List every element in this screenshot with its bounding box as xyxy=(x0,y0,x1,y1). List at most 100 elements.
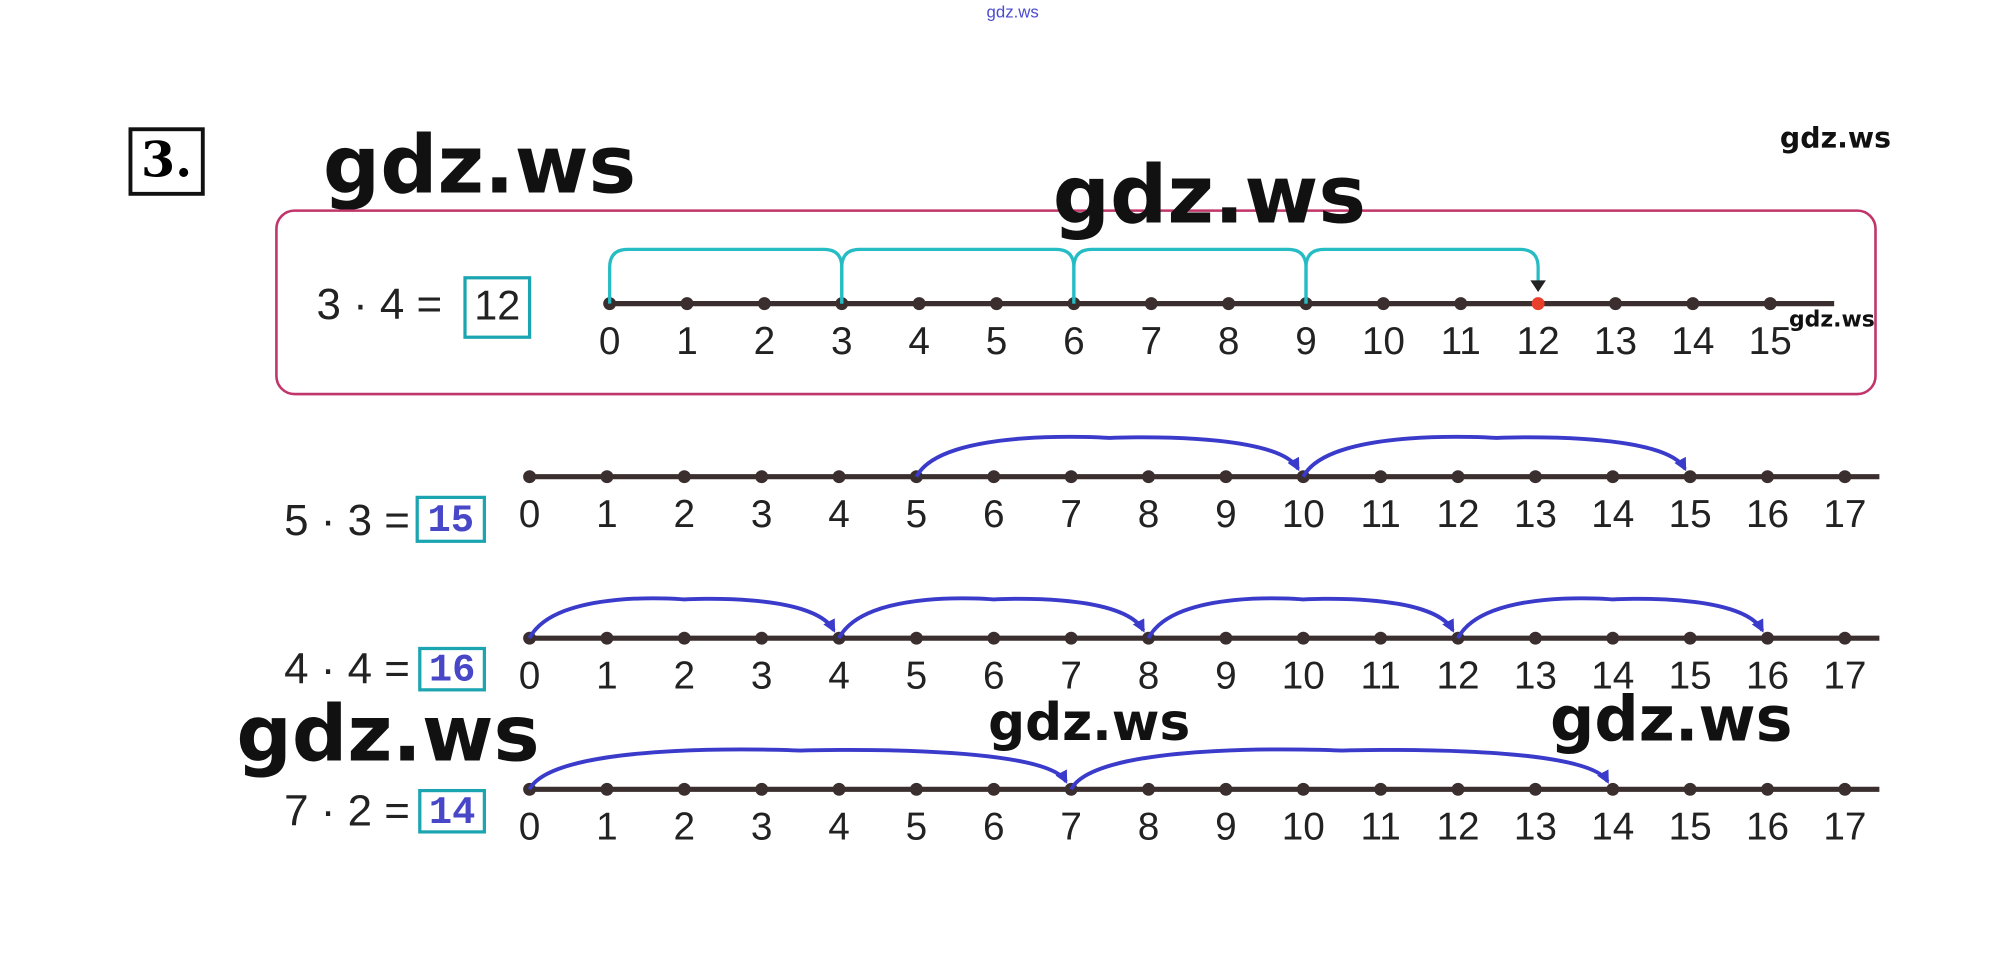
tick-label: 11 xyxy=(1441,320,1481,363)
tick-dot xyxy=(1683,631,1697,645)
tick-dot xyxy=(1219,470,1233,484)
tick-label: 7 xyxy=(1060,806,1082,849)
tick-label: 11 xyxy=(1361,493,1401,536)
tick-label: 10 xyxy=(1362,320,1405,363)
jump-bracket xyxy=(608,247,844,304)
tick-dot xyxy=(1528,470,1542,484)
tick-dot xyxy=(1528,631,1542,645)
tick-dot xyxy=(1142,470,1156,484)
tick-label: 3 xyxy=(831,320,853,363)
jump-arc xyxy=(1301,434,1687,478)
tick-label: 12 xyxy=(1436,806,1479,849)
tick-dot xyxy=(1838,782,1852,796)
tick-label: 10 xyxy=(1282,654,1325,697)
jump-arc xyxy=(1146,596,1455,640)
expression: 7 · 2 = xyxy=(284,786,410,835)
tick-dot xyxy=(1838,470,1852,484)
answer-box xyxy=(415,495,486,543)
tick-label: 16 xyxy=(1746,493,1789,536)
exercise-number: 3. xyxy=(141,131,192,189)
tick-label: 7 xyxy=(1060,493,1082,536)
tick-dot xyxy=(1219,782,1233,796)
tick-label: 5 xyxy=(986,320,1008,363)
tick-label: 13 xyxy=(1594,320,1637,363)
watermark: gdz.ws xyxy=(236,689,539,779)
arrow-head xyxy=(1530,280,1546,292)
answer: 12 xyxy=(474,283,520,329)
jump-arc xyxy=(527,596,836,640)
tick-label: 0 xyxy=(599,320,621,363)
tick-label: 12 xyxy=(1436,493,1479,536)
tick-label: 0 xyxy=(519,493,541,536)
tick-label: 1 xyxy=(676,320,698,363)
watermark: gdz.ws xyxy=(1550,683,1793,756)
jump-arc xyxy=(527,747,1068,791)
watermark: gdz.ws xyxy=(1789,307,1875,332)
tick-label: 14 xyxy=(1591,493,1634,536)
tick-dot xyxy=(1376,297,1390,311)
jump-bracket xyxy=(1304,247,1540,304)
tick-label: 8 xyxy=(1138,654,1160,697)
tick-dot xyxy=(1454,297,1468,311)
tick-dot xyxy=(677,782,691,796)
tick-dot xyxy=(909,782,923,796)
tick-dot xyxy=(1686,297,1700,311)
jump-bracket xyxy=(840,247,1076,304)
jump-arc xyxy=(1456,596,1765,640)
tick-label: 12 xyxy=(1517,320,1560,363)
answer: 15 xyxy=(428,499,475,543)
tick-dot xyxy=(1296,631,1310,645)
tick-label: 2 xyxy=(674,493,696,536)
tick-dot xyxy=(987,631,1001,645)
jump-arc xyxy=(837,596,1146,640)
tick-dot xyxy=(1142,782,1156,796)
tick-dot xyxy=(1374,631,1388,645)
tick-label: 16 xyxy=(1746,654,1789,697)
tick-dot xyxy=(909,631,923,645)
tick-label: 4 xyxy=(828,493,850,536)
tick-dot xyxy=(1761,470,1774,484)
expression: 5 · 3 = xyxy=(284,496,410,545)
tick-label: 9 xyxy=(1215,654,1237,697)
tick-label: 1 xyxy=(596,493,618,536)
tick-dot xyxy=(912,297,926,311)
tick-label: 2 xyxy=(674,654,696,697)
tick-dot xyxy=(1451,470,1465,484)
tick-label: 8 xyxy=(1138,493,1160,536)
tick-dot xyxy=(755,631,769,645)
tick-label: 17 xyxy=(1823,654,1866,697)
tick-dot xyxy=(755,782,769,796)
tick-label: 1 xyxy=(596,806,618,849)
answer-box xyxy=(418,646,486,692)
tick-dot xyxy=(1064,470,1078,484)
tick-label: 8 xyxy=(1218,320,1240,363)
tick-label: 16 xyxy=(1746,806,1789,849)
tick-dot xyxy=(1761,631,1774,645)
tick-dot xyxy=(1222,297,1236,311)
expression: 4 · 4 = xyxy=(284,644,410,693)
expression: 3 · 4 = xyxy=(316,280,442,329)
tick-label: 9 xyxy=(1295,320,1317,363)
watermark: gdz.ws xyxy=(987,2,1039,21)
tick-label: 5 xyxy=(906,654,928,697)
tick-dot xyxy=(1451,782,1465,796)
tick-dot xyxy=(755,470,769,484)
tick-label: 15 xyxy=(1749,320,1792,363)
tick-label: 8 xyxy=(1138,806,1160,849)
tick-label: 12 xyxy=(1436,654,1479,697)
tick-dot xyxy=(987,470,1001,484)
tick-dot xyxy=(1219,631,1233,645)
tick-label: 6 xyxy=(983,493,1005,536)
tick-label: 11 xyxy=(1361,806,1401,849)
tick-label: 17 xyxy=(1823,493,1866,536)
tick-dot xyxy=(680,297,694,311)
tick-dot xyxy=(1838,631,1852,645)
tick-dot xyxy=(600,631,614,645)
tick-dot xyxy=(987,782,1001,796)
answer: 14 xyxy=(429,791,476,835)
answer-box xyxy=(463,276,532,339)
tick-label: 3 xyxy=(751,654,773,697)
tick-dot xyxy=(1683,782,1697,796)
